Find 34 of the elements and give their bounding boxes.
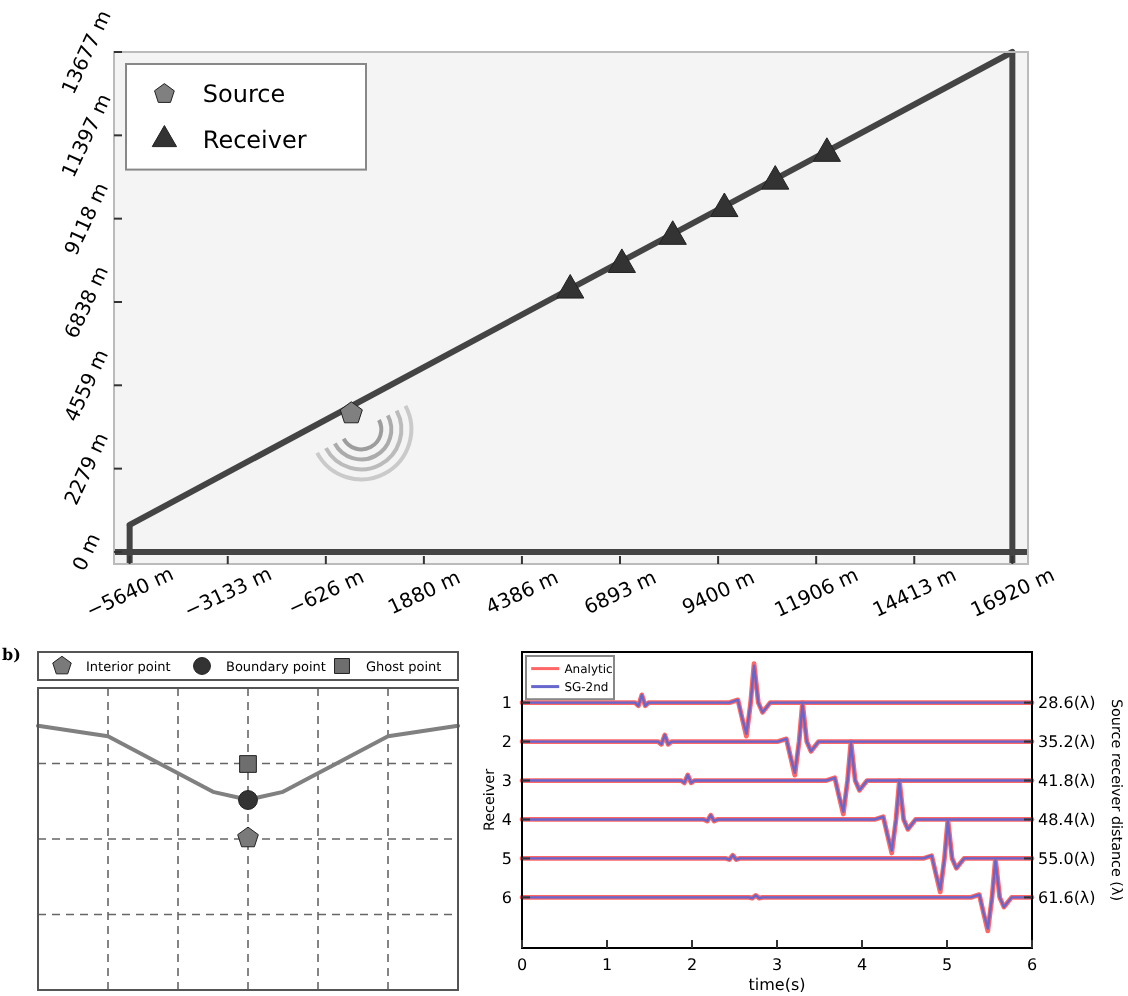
y-tick-label: 4559 m (61, 346, 114, 426)
y2-tick-label: 35.2(λ) (1038, 733, 1096, 752)
y2-tick-label: 61.6(λ) (1038, 888, 1096, 907)
y-tick-label: 2279 m (61, 430, 114, 509)
x-axis-title: time(s) (748, 976, 806, 994)
x-tick-label: 1 (601, 955, 613, 974)
x-tick-label: 5 (941, 955, 953, 974)
x-tick-label: 0 (516, 955, 528, 974)
y-tick-label: 3 (501, 772, 512, 791)
x-tick-label: 4386 m (483, 567, 563, 620)
x-tick-label: 9400 m (679, 567, 759, 620)
y-tick-label: 4 (501, 811, 512, 830)
legend-label: Source (202, 80, 286, 109)
x-tick-label: 2 (686, 955, 698, 974)
y2-tick-label: 55.0(λ) (1038, 850, 1096, 869)
y-tick-label: 6 (501, 888, 512, 907)
y-tick-label: 1 (501, 694, 512, 713)
y2-tick-label: 48.4(λ) (1038, 811, 1096, 830)
x-tick-label: −626 m (285, 566, 368, 621)
x-tick-label: −3133 m (181, 564, 276, 624)
x-tick-label: 3 (771, 955, 783, 974)
y-tick-label: 2 (501, 733, 512, 752)
x-tick-label: 4 (856, 955, 868, 974)
legend-label: Receiver (202, 126, 307, 154)
y2-tick-label: 28.6(λ) (1038, 694, 1096, 713)
text: b) (2, 644, 22, 664)
y2-tick-label: 41.8(λ) (1038, 772, 1096, 791)
y-tick-label: 0 m (69, 530, 106, 575)
y-tick-label: 6838 m (61, 263, 114, 343)
y-tick-label: 9118 m (61, 180, 114, 259)
y-tick-label: 5 (501, 850, 512, 869)
x-tick-label: 1880 m (385, 567, 465, 620)
x-tick-label: 6 (1026, 955, 1038, 974)
x-tick-label: 6893 m (581, 567, 661, 620)
